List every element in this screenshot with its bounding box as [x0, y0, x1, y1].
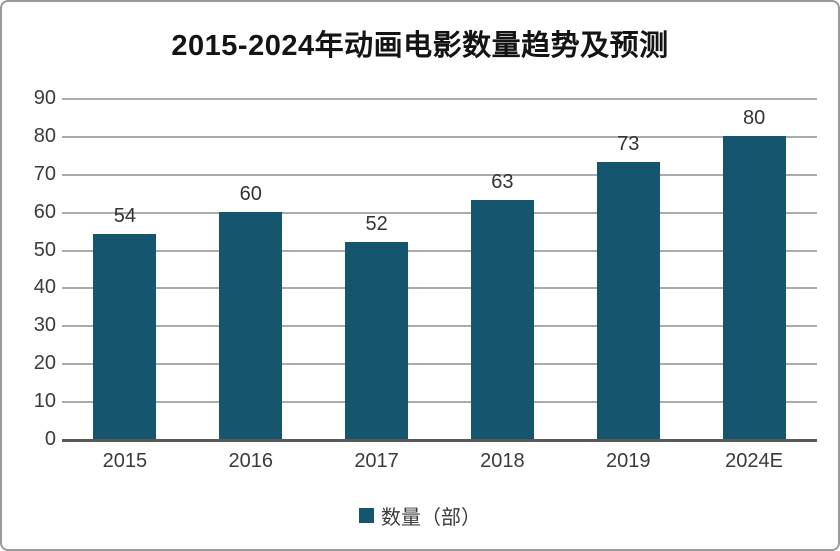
y-axis-tick-label: 70 [33, 162, 56, 185]
x-axis-tick-label: 2015 [102, 450, 148, 472]
gridline [62, 135, 817, 138]
gridline [62, 98, 817, 100]
gridline [62, 249, 817, 252]
y-axis-tick-label: 20 [33, 352, 56, 375]
y-axis-tick-label: 60 [33, 200, 56, 223]
bar-value-label: 54 [113, 205, 137, 228]
gridline [62, 401, 817, 404]
y-axis-tick-label: 30 [33, 314, 56, 337]
bar-value-label: 60 [239, 182, 262, 205]
bar-value-label: 73 [617, 133, 640, 156]
x-axis-tick-label: 2017 [354, 450, 399, 472]
y-axis-tick-label: 10 [33, 390, 56, 413]
x-axis-tick-label: 2016 [228, 450, 273, 472]
bar-value-label: 63 [491, 171, 514, 194]
gridline [62, 325, 817, 328]
bar-2017 [345, 241, 409, 439]
y-axis-tick-label: 0 [44, 428, 56, 450]
bar-value-label: 52 [365, 212, 388, 235]
bar-2024E [722, 135, 786, 439]
y-axis-tick-label: 50 [33, 238, 56, 261]
legend: 数量（部） [2, 501, 838, 530]
y-axis-tick-label: 40 [33, 276, 56, 299]
bar-2016 [219, 211, 283, 439]
gridline [62, 173, 817, 176]
bar-2019 [596, 162, 660, 439]
bar-2018 [470, 200, 534, 439]
plot-area: 0 10 20 30 40 50 60 70 80 90 54 2015 60 2016 52 2017 63 2… [34, 87, 817, 472]
legend-label: 数量（部） [381, 507, 481, 529]
x-axis-tick-label: 2024E [725, 450, 783, 472]
bar-2015 [93, 234, 157, 439]
x-axis-tick-label: 2018 [480, 450, 525, 472]
gridline [62, 211, 817, 214]
chart-title: 2015-2024年动画电影数量趋势及预测 [171, 30, 669, 62]
gridline [62, 287, 817, 290]
gridline [62, 363, 817, 366]
x-axis-tick-label: 2019 [605, 450, 651, 472]
y-axis-tick-label: 90 [33, 87, 56, 109]
legend-swatch-icon [359, 508, 374, 523]
bar-value-label: 80 [742, 106, 766, 129]
y-axis-tick-label: 80 [33, 124, 56, 147]
